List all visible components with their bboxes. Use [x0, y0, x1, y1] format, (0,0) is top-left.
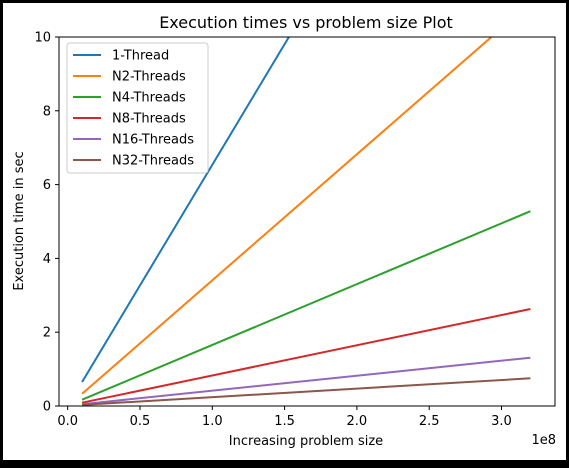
x-axis-offset-label: 1e8 [531, 433, 556, 448]
series-lines [81, 37, 531, 406]
x-tick-label: 1.5 [274, 414, 295, 429]
legend-label: N4-Threads [112, 91, 186, 106]
x-tick-label: 2.0 [347, 414, 368, 429]
legend-box [66, 42, 209, 174]
legend-label: N2-Threads [112, 70, 186, 85]
series-line-n8-threads [81, 308, 531, 404]
x-tick-label: 1.0 [202, 414, 223, 429]
series-line-n32-threads [82, 377, 531, 406]
axes-frame [58, 36, 556, 407]
series-line-1-thread [81, 37, 290, 383]
legend-label: N32-Threads [112, 154, 194, 169]
y-tick-label: 10 [34, 31, 51, 46]
x-axis-label: Increasing problem size [229, 434, 383, 449]
x-tick-label: 2.5 [419, 414, 440, 429]
y-axis-label: Execution time in sec [12, 151, 27, 290]
legend-label: N16-Threads [112, 133, 194, 148]
y-tick-label: 4 [43, 252, 51, 267]
legend-label: N8-Threads [112, 112, 186, 127]
plot-area: 0.0 0.5 1.0 1.5 2.0 2.5 3.0 0 2 4 6 8 10 [34, 31, 556, 429]
x-tick-label: 0.5 [130, 414, 151, 429]
legend-label: 1-Thread [112, 49, 169, 64]
y-tick-label: 8 [43, 104, 51, 119]
legend: 1-Thread N2-Threads N4-Threads N8-Threads N1… [66, 42, 209, 174]
series-line-n16-threads [81, 356, 531, 406]
x-tick-label: 0.0 [57, 414, 78, 429]
y-tick-label: 6 [43, 178, 51, 193]
y-tick-label: 0 [43, 400, 51, 415]
series-line-n2-threads [81, 37, 493, 395]
x-tick-label: 3.0 [491, 414, 512, 429]
y-tick-label: 2 [43, 326, 51, 341]
chart-title: Execution times vs problem size Plot [159, 13, 453, 32]
series-line-n4-threads [81, 210, 531, 401]
